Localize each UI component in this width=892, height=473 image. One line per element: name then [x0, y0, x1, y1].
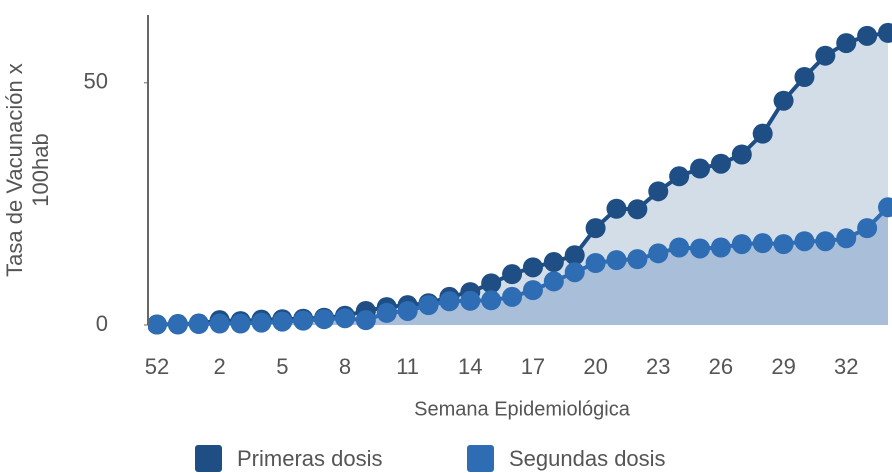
- marker: [334, 308, 355, 329]
- marker: [543, 271, 564, 292]
- marker: [857, 218, 878, 239]
- marker: [731, 234, 752, 255]
- marker: [293, 310, 314, 331]
- marker: [690, 158, 711, 179]
- x-axis-title: Semana Epidemiológica: [414, 398, 631, 420]
- marker: [773, 90, 794, 111]
- marker: [710, 153, 731, 174]
- marker: [836, 228, 857, 249]
- x-tick-label: 5: [276, 354, 288, 379]
- marker: [522, 280, 543, 301]
- marker: [397, 300, 418, 321]
- marker: [752, 233, 773, 254]
- marker: [376, 302, 397, 323]
- x-tick-label: 2: [214, 354, 226, 379]
- marker: [690, 238, 711, 259]
- marker: [522, 257, 543, 278]
- marker: [481, 273, 502, 294]
- marker: [648, 243, 669, 264]
- x-tick-label: 17: [521, 354, 545, 379]
- marker: [648, 181, 669, 202]
- marker: [314, 309, 335, 330]
- marker: [752, 123, 773, 144]
- marker: [148, 314, 167, 335]
- legend-label: Primeras dosis: [237, 446, 382, 471]
- marker: [564, 245, 585, 266]
- marker: [878, 22, 892, 43]
- marker: [585, 253, 606, 273]
- x-tick-label: 11: [396, 354, 419, 379]
- marker: [606, 198, 627, 219]
- x-tick-label: 23: [646, 354, 670, 379]
- x-tick-label: 29: [771, 354, 795, 379]
- x-tick-label: 8: [339, 354, 351, 379]
- marker: [167, 314, 188, 335]
- y-tick-label: 50: [84, 69, 108, 94]
- marker: [481, 290, 502, 311]
- marker: [188, 314, 209, 335]
- marker: [251, 312, 272, 333]
- x-tick-label: 14: [458, 354, 482, 379]
- marker: [502, 286, 523, 307]
- legend-swatch: [467, 445, 494, 472]
- marker: [209, 313, 230, 334]
- marker: [627, 249, 648, 270]
- marker: [857, 25, 878, 46]
- x-tick-label: 32: [834, 354, 858, 379]
- marker: [794, 231, 815, 252]
- marker: [836, 33, 857, 54]
- marker: [878, 197, 892, 218]
- x-tick-label: 20: [583, 354, 607, 379]
- marker: [815, 231, 836, 252]
- marker: [606, 250, 627, 271]
- plot-area: [148, 22, 892, 335]
- legend-swatch: [195, 445, 222, 472]
- marker: [439, 291, 460, 312]
- marker: [815, 45, 836, 66]
- marker: [460, 290, 481, 311]
- marker: [564, 262, 585, 283]
- marker: [794, 67, 815, 87]
- marker: [272, 311, 293, 332]
- marker: [669, 237, 690, 258]
- marker: [773, 234, 794, 255]
- y-tick-label: 0: [96, 311, 108, 336]
- marker: [418, 295, 439, 316]
- x-tick-label: 52: [145, 354, 169, 379]
- area: [157, 207, 888, 325]
- marker: [543, 252, 564, 273]
- marker: [710, 237, 731, 258]
- marker: [669, 166, 690, 187]
- legend-label: Segundas dosis: [509, 446, 666, 471]
- x-tick-label: 26: [709, 354, 733, 379]
- marker: [627, 199, 648, 220]
- marker: [230, 313, 251, 334]
- marker: [355, 310, 376, 331]
- y-axis-title: Tasa de Vacunación x100hab: [2, 63, 53, 277]
- marker: [502, 264, 523, 285]
- marker: [585, 218, 606, 239]
- marker: [731, 144, 752, 165]
